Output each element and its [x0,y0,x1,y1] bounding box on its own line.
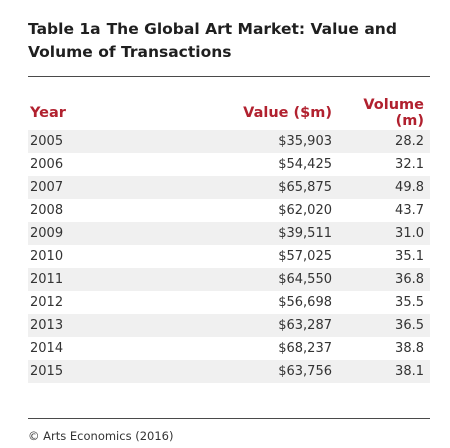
cell-year: 2012 [30,295,64,310]
cell-year: 2006 [30,157,64,172]
header-value: Value ($m) [243,105,332,121]
cell-year: 2007 [30,180,64,195]
cell-volume: 49.8 [395,180,424,195]
table-row: 2006 $54,425 32.1 [28,153,430,176]
cell-value: $57,025 [278,249,332,264]
cell-year: 2014 [30,341,64,356]
data-table: Year Value ($m) Volume (m) 2005 $35,903 … [28,96,430,383]
cell-year: 2015 [30,364,64,379]
cell-volume: 38.8 [395,341,424,356]
cell-year: 2013 [30,318,64,333]
cell-volume: 28.2 [395,134,424,149]
table-row: 2009 $39,511 31.0 [28,222,430,245]
cell-year: 2011 [30,272,64,287]
cell-value: $64,550 [278,272,332,287]
table-number: Table 1a [28,20,101,38]
cell-volume: 43.7 [395,203,424,218]
cell-year: 2010 [30,249,64,264]
cell-year: 2005 [30,134,64,149]
cell-volume: 32.1 [395,157,424,172]
table-row: 2007 $65,875 49.8 [28,176,430,199]
table-row: 2011 $64,550 36.8 [28,268,430,291]
source-note: © Arts Economics (2016) [28,429,174,443]
table-title-text: The Global Art Market: Value and Volume … [28,20,397,61]
table-row: 2012 $56,698 35.5 [28,291,430,314]
table-row: 2010 $57,025 35.1 [28,245,430,268]
cell-value: $65,875 [278,180,332,195]
cell-value: $39,511 [278,226,332,241]
cell-volume: 35.5 [395,295,424,310]
cell-value: $63,287 [278,318,332,333]
top-divider [28,76,430,77]
header-volume: Volume (m) [363,97,424,129]
cell-volume: 36.5 [395,318,424,333]
cell-value: $62,020 [278,203,332,218]
table-header-row: Year Value ($m) Volume (m) [28,96,430,130]
cell-volume: 35.1 [395,249,424,264]
cell-value: $35,903 [278,134,332,149]
cell-year: 2009 [30,226,64,241]
cell-value: $54,425 [278,157,332,172]
cell-volume: 31.0 [395,226,424,241]
cell-volume: 36.8 [395,272,424,287]
table-row: 2015 $63,756 38.1 [28,360,430,383]
cell-value: $63,756 [278,364,332,379]
header-year: Year [30,105,66,121]
cell-volume: 38.1 [395,364,424,379]
cell-year: 2008 [30,203,64,218]
table-row: 2005 $35,903 28.2 [28,130,430,153]
table-title: Table 1a The Global Art Market: Value and… [28,18,428,64]
cell-value: $68,237 [278,341,332,356]
cell-value: $56,698 [278,295,332,310]
table-row: 2008 $62,020 43.7 [28,199,430,222]
bottom-divider [28,418,430,419]
table-row: 2014 $68,237 38.8 [28,337,430,360]
table-row: 2013 $63,287 36.5 [28,314,430,337]
